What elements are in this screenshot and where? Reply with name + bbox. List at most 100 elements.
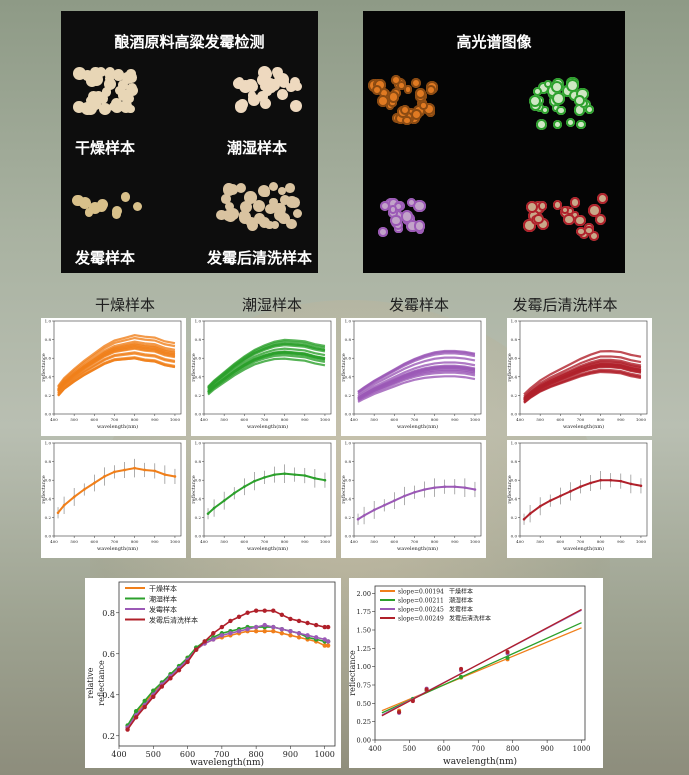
mean-point	[393, 499, 396, 502]
hs-dry-grain	[388, 98, 397, 108]
wet-grain	[268, 79, 281, 91]
mean-point	[589, 481, 592, 485]
dry-grain	[86, 75, 98, 87]
chart-background	[507, 440, 652, 558]
series-point	[236, 614, 242, 620]
mean-point	[433, 486, 436, 489]
series-point	[211, 637, 216, 642]
hs-washed-grain	[565, 206, 574, 215]
series-point	[228, 631, 233, 636]
slope-fit-svg: 400 500 600 700 800 900 1000 0.00 0.25 0.50 0.75 1.…	[340, 585, 590, 767]
mean-point	[413, 490, 416, 494]
hs-moldy-grain	[390, 214, 402, 227]
hs-washed-grain	[552, 200, 562, 210]
dry-grain	[126, 68, 136, 79]
x-tick-label: 600	[240, 539, 248, 544]
hs-wet-grain	[532, 87, 543, 97]
series-point	[133, 715, 139, 720]
x-tick-label: 900	[617, 539, 625, 544]
hs-wet-grain	[584, 105, 594, 114]
y-tick-label: 0.6	[511, 478, 518, 483]
series-point	[325, 639, 331, 644]
mean-point	[253, 479, 256, 483]
hs-washed-grain	[561, 205, 570, 214]
moldy-grain	[132, 201, 143, 212]
y-tick-label: 0.8	[195, 337, 202, 342]
mean-point	[232, 491, 236, 495]
y-tick-label: 1.0	[195, 441, 202, 446]
mean-point	[313, 477, 317, 480]
moldy-grain	[111, 205, 122, 216]
x-tick-label: 400	[200, 417, 208, 422]
mean-point	[113, 470, 116, 474]
x-tick-label: 800	[506, 745, 519, 753]
x-tick-label: 1000	[320, 417, 331, 422]
series-point	[253, 608, 259, 613]
small-chart-dry-raw: 400 500 600 700 800 900 1000 0.0 0.2 0.4 0.6 0.8 1.0…	[41, 318, 186, 436]
x-tick-label: 900	[617, 417, 625, 422]
x-tick-label: 500	[370, 417, 378, 422]
small-chart-svg: 400 500 600 700 800 900 1000 0.0 0.2 0.4 0.6 0.8 1.0…	[41, 440, 186, 558]
hs-wet-grain	[573, 95, 585, 107]
y-tick-label: 0.6	[195, 478, 202, 483]
x-tick-label: 500	[220, 417, 228, 422]
washed-grain	[261, 188, 270, 198]
spectrum-line	[207, 357, 326, 396]
series-point	[193, 647, 199, 652]
small-chart-svg: 400 500 600 700 800 900 1000 0.0 0.2 0.4 0.6 0.8 1.0…	[507, 318, 652, 436]
wet-grain	[260, 68, 273, 80]
y-tick-label: 0.8	[511, 459, 518, 464]
y-tick-label: 0.0	[195, 412, 202, 417]
series-point	[245, 610, 250, 615]
wet-grain	[277, 89, 289, 100]
washed-grain	[224, 202, 235, 212]
washed-grain	[216, 209, 228, 221]
spectrum-line	[207, 340, 326, 389]
y-tick-label: 0.0	[345, 534, 352, 539]
small-chart-washed-raw: 400 500 600 700 800 900 1000 0.0 0.2 0.4 0.6 0.8 1.0…	[507, 318, 652, 436]
legend-slope: slope=0.00211	[398, 598, 444, 605]
series-point	[159, 684, 165, 689]
spectrum-line	[523, 355, 642, 398]
y-tick-label: 0.0	[511, 534, 518, 539]
series-point	[322, 643, 327, 648]
x-tick-label: 900	[283, 750, 298, 759]
hs-washed-grain	[538, 201, 548, 211]
series-point	[202, 639, 207, 644]
spectrum-line	[357, 364, 476, 399]
moldy-grain	[72, 194, 85, 207]
slope-fit-chart: 400 500 600 700 800 900 1000 0.00 0.25 0.50 0.75 1.…	[340, 578, 603, 768]
mean-point	[372, 508, 376, 512]
hs-washed-grain	[569, 197, 581, 208]
mean-point	[93, 481, 96, 485]
spectrum-line	[357, 371, 476, 402]
moldy-grain	[120, 191, 131, 202]
label-moldy: 发霉样本	[75, 249, 136, 267]
mean-point	[528, 512, 532, 515]
y-tick-label: 0.4	[511, 374, 518, 379]
hs-moldy-grain	[377, 227, 388, 237]
hs-dry-grain	[414, 88, 426, 100]
washed-grain	[286, 218, 297, 229]
washed-grain	[236, 183, 247, 194]
mean-point	[123, 468, 126, 472]
series-point	[288, 633, 293, 638]
spectrum-line	[207, 350, 326, 393]
y-tick-label: 0.2	[511, 515, 518, 520]
hs-moldy-grain	[393, 202, 403, 212]
washed-grain	[244, 191, 257, 204]
hs-dry-grain	[387, 91, 399, 103]
y-tick-label: 0.4	[511, 496, 518, 501]
hs-wet-grain	[551, 104, 560, 113]
mean-point	[619, 479, 623, 483]
wet-grain	[260, 81, 270, 92]
mean-point	[423, 488, 426, 491]
dry-grain	[104, 68, 113, 78]
x-tick-label: 900	[151, 539, 159, 544]
y-tick-label: 1.0	[45, 319, 52, 324]
y-axis-label: reflectance	[191, 353, 197, 381]
dry-grain	[88, 91, 99, 102]
small-chart-dry-mean: 400 500 600 700 800 900 1000 0.0 0.2 0.4 0.6 0.8 1.0…	[41, 440, 186, 558]
mean-point	[639, 484, 643, 488]
washed-grain	[253, 199, 266, 212]
